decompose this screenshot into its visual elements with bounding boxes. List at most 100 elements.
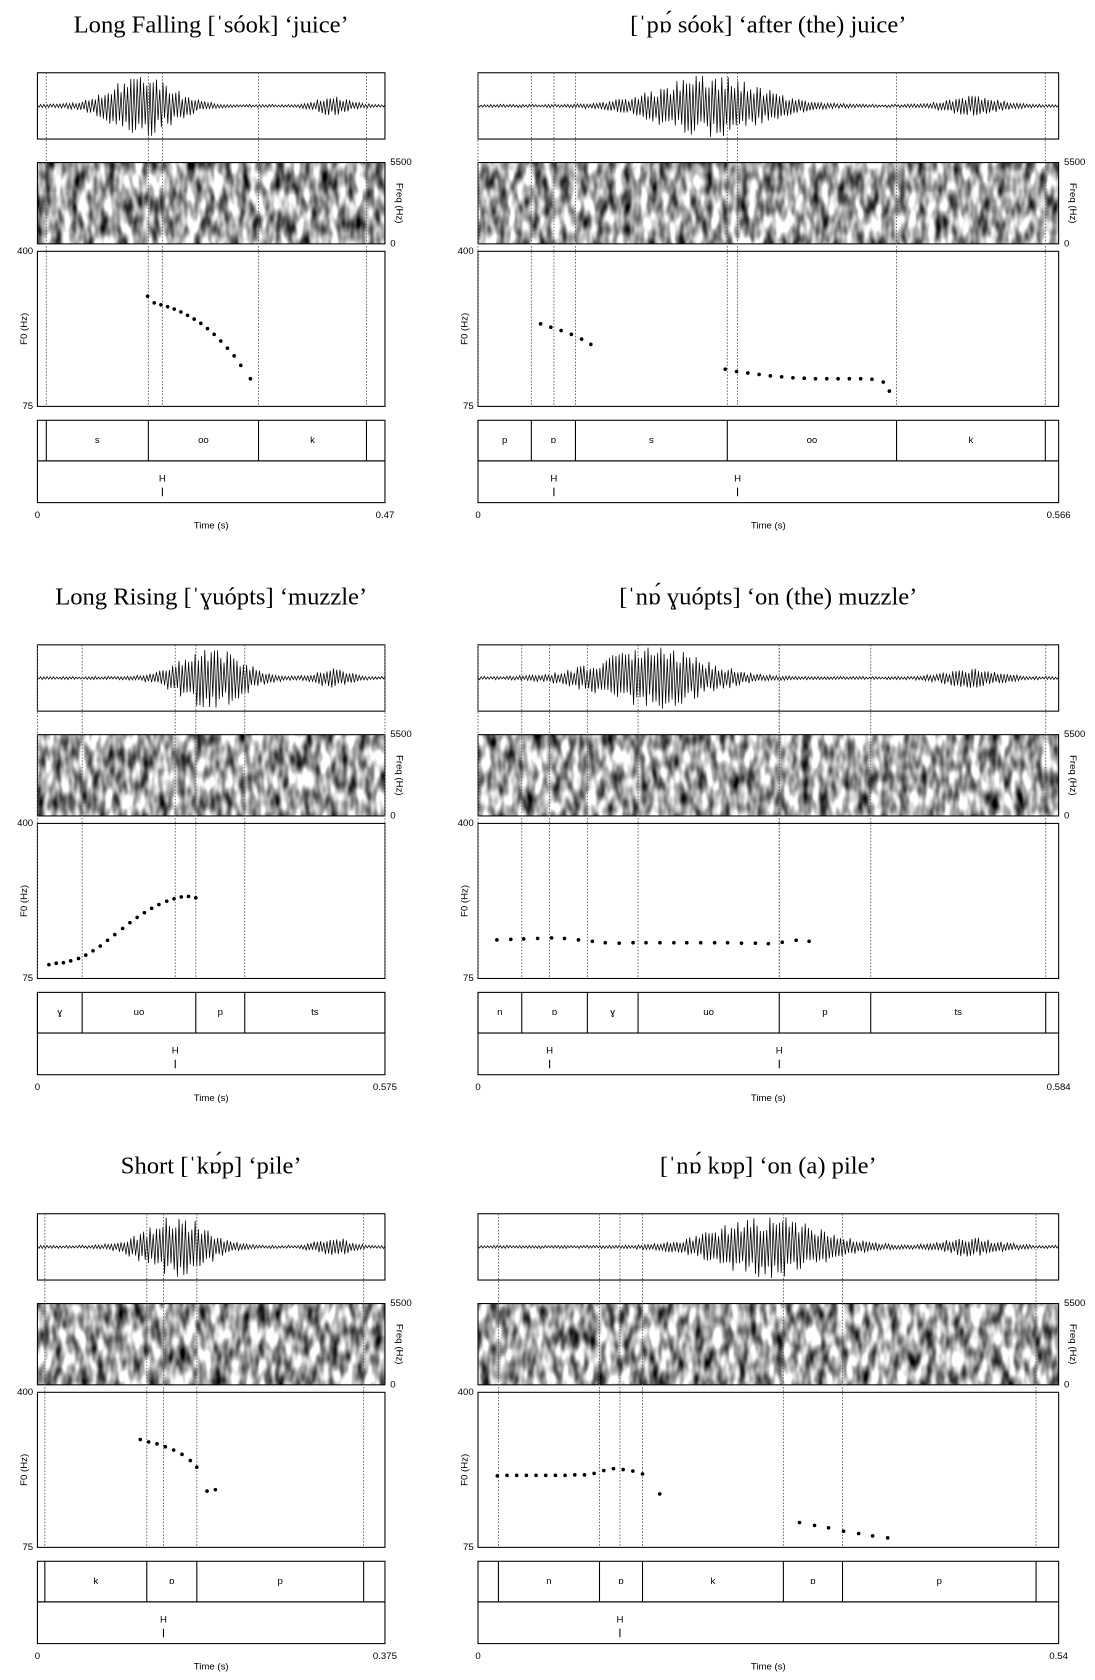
f0-point xyxy=(658,1492,662,1496)
y-axis-label: F0 (Hz) xyxy=(460,885,471,917)
f0-point xyxy=(495,938,499,942)
y-tick-label: 75 xyxy=(22,973,33,984)
f0-point xyxy=(842,1529,846,1533)
f0-point xyxy=(172,1448,176,1452)
f0-point xyxy=(631,1469,635,1473)
x-axis-label: Time (s) xyxy=(751,1662,786,1673)
segment-label: k xyxy=(969,435,974,446)
f0-point xyxy=(791,376,795,380)
x-tick-label: 0 xyxy=(475,1082,480,1093)
f0-point xyxy=(583,1473,587,1477)
y2-tick-label: 5500 xyxy=(1064,1298,1085,1309)
y-axis-label: F0 (Hz) xyxy=(19,313,30,345)
f0-point xyxy=(147,1440,151,1444)
segment-tier xyxy=(37,420,385,461)
f0-point xyxy=(631,941,635,945)
y2-axis-label: Freq (Hz) xyxy=(393,755,404,796)
panel-title: Short [ˈkɒ́p] ‘pile’ xyxy=(121,1150,302,1179)
segment-label: ts xyxy=(954,1007,962,1018)
f0-point xyxy=(249,377,253,381)
f0-point xyxy=(150,907,154,911)
tone-label: H xyxy=(616,1615,623,1626)
f0-point xyxy=(554,1474,558,1478)
x-tick-label: 0.54 xyxy=(1049,1651,1068,1662)
spectrogram xyxy=(478,163,1059,244)
segment-tier xyxy=(478,992,1059,1033)
y2-tick-label: 0 xyxy=(1064,238,1069,249)
x-tick-label: 0 xyxy=(35,1651,40,1662)
segment-label: ts xyxy=(311,1007,319,1018)
x-tick-label: 0.566 xyxy=(1047,510,1071,521)
f0-point xyxy=(496,1474,500,1478)
f0-point xyxy=(592,1472,596,1476)
f0-point xyxy=(672,941,676,945)
x-tick-label: 0.584 xyxy=(1047,1082,1072,1093)
tone-tier xyxy=(478,1602,1059,1644)
f0-point xyxy=(113,933,117,937)
panel-title: [ˈpɒ́ sóok] ‘after (the) juice’ xyxy=(630,9,906,38)
f0-point xyxy=(179,895,183,899)
segment-label: ɒ xyxy=(810,1576,815,1587)
y-axis-label: F0 (Hz) xyxy=(19,885,30,917)
y2-axis-label: Freq (Hz) xyxy=(393,1324,404,1365)
f0-point xyxy=(888,389,892,393)
waveform xyxy=(37,650,385,708)
x-axis-label: Time (s) xyxy=(194,1662,229,1673)
f0-point xyxy=(602,1469,606,1473)
waveform xyxy=(478,76,1059,137)
f0-point xyxy=(549,325,553,329)
f0-point xyxy=(612,1467,616,1471)
f0-point xyxy=(239,364,243,368)
spectrogram xyxy=(37,735,385,816)
y-tick-label: 75 xyxy=(22,401,33,412)
f0-point xyxy=(746,371,750,375)
f0-point xyxy=(232,354,236,358)
panel-title: Long Falling [ˈsóok] ‘juice’ xyxy=(74,11,349,38)
f0-point xyxy=(536,937,540,941)
f0-point xyxy=(205,1489,209,1493)
segment-label: p xyxy=(278,1576,283,1587)
f0-point xyxy=(621,1468,625,1472)
segment-label: k xyxy=(310,435,315,446)
f0-point xyxy=(757,373,761,377)
segment-tier xyxy=(478,1561,1059,1602)
y2-tick-label: 0 xyxy=(390,1379,395,1390)
f0-point xyxy=(870,377,874,381)
f0-point xyxy=(767,942,771,946)
tone-label: H xyxy=(172,1046,179,1057)
f0-point xyxy=(859,377,863,381)
waveform xyxy=(478,648,1059,709)
f0-point xyxy=(735,370,739,374)
y2-tick-label: 0 xyxy=(1064,1379,1069,1390)
y-tick-label: 400 xyxy=(458,1387,474,1398)
x-tick-label: 0 xyxy=(475,1651,480,1662)
f0-point xyxy=(226,346,230,350)
f0-point xyxy=(589,343,593,347)
segment-tier xyxy=(37,1561,385,1602)
segment-label: s xyxy=(95,435,100,446)
f0-point xyxy=(192,317,196,321)
f0-point xyxy=(69,959,73,963)
segment-label: ɒ xyxy=(618,1576,623,1587)
y2-tick-label: 0 xyxy=(390,810,395,821)
f0-point xyxy=(164,1445,168,1449)
f0-point xyxy=(522,937,526,941)
f0-point xyxy=(580,337,584,341)
x-axis-label: Time (s) xyxy=(751,1093,786,1104)
f0-point xyxy=(121,927,125,931)
f0-box xyxy=(478,1392,1059,1547)
f0-point xyxy=(802,376,806,380)
segment-label: oo xyxy=(807,435,818,446)
f0-point xyxy=(505,1474,509,1478)
y-tick-label: 400 xyxy=(17,1387,33,1398)
segment-tier xyxy=(37,992,385,1033)
y2-tick-label: 5500 xyxy=(1064,729,1085,740)
f0-point xyxy=(172,307,176,311)
y-axis-label: F0 (Hz) xyxy=(460,1454,471,1486)
f0-point xyxy=(563,1474,567,1478)
f0-point xyxy=(206,327,210,331)
f0-point xyxy=(515,1474,519,1478)
f0-point xyxy=(195,1465,199,1469)
tone-label: H xyxy=(776,1046,783,1057)
f0-point xyxy=(699,941,703,945)
